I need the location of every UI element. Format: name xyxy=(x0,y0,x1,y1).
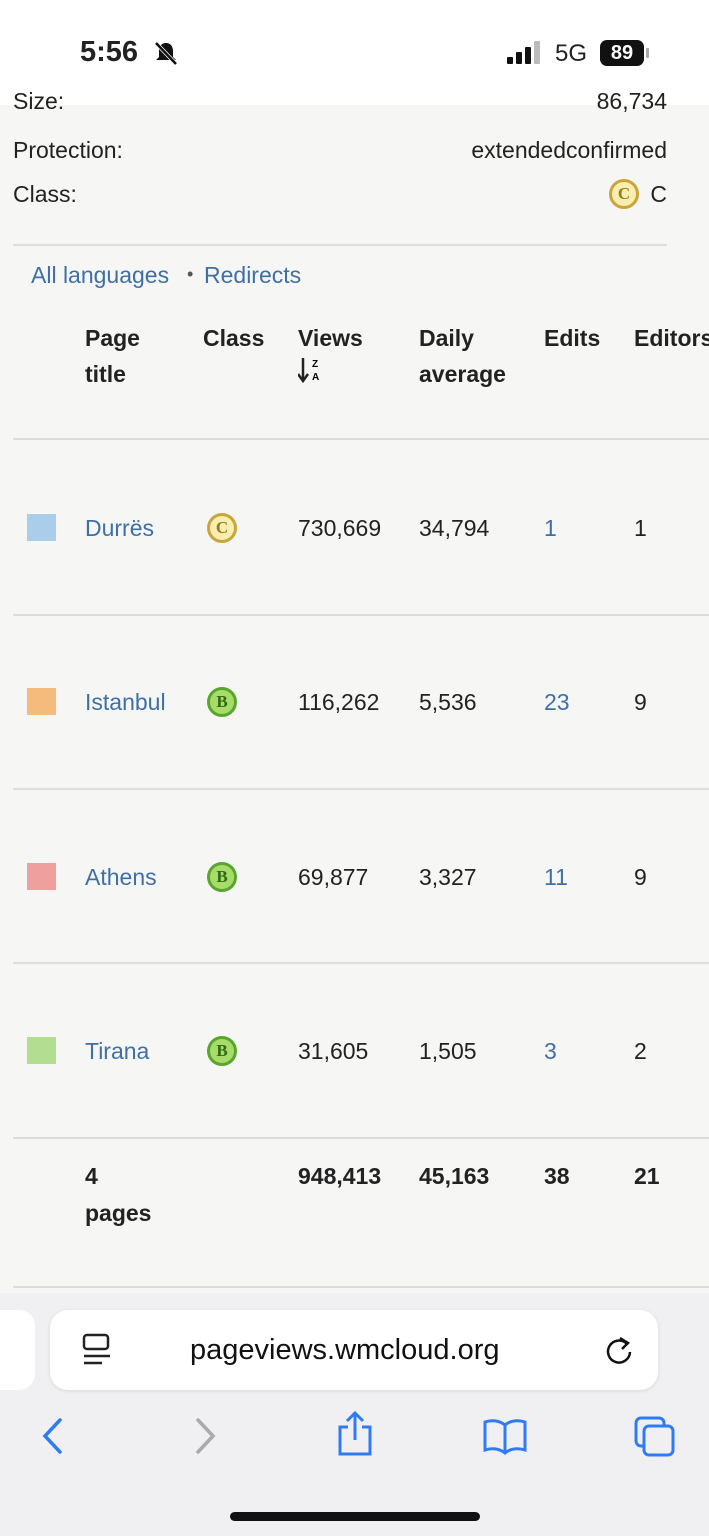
class-badge: B xyxy=(207,687,237,717)
column-header[interactable]: Daily average xyxy=(419,325,506,387)
tabs-button[interactable] xyxy=(633,1415,677,1459)
signal-icon xyxy=(507,41,540,64)
cell: 1 xyxy=(634,515,647,541)
home-indicator xyxy=(230,1512,480,1521)
cell: 2 xyxy=(634,1038,647,1064)
separator: • xyxy=(187,264,194,284)
row-divider xyxy=(13,1286,709,1288)
color-swatch xyxy=(27,1037,56,1064)
divider xyxy=(13,244,667,246)
mute-icon xyxy=(154,41,178,66)
total-cell: 948,413 xyxy=(298,1163,382,1189)
cell[interactable]: 23 xyxy=(544,689,570,715)
row-divider xyxy=(13,614,709,616)
column-header[interactable]: Page title xyxy=(85,325,140,387)
cell: 5,536 xyxy=(419,689,477,715)
row-divider xyxy=(13,962,709,964)
bookmarks-button[interactable] xyxy=(482,1417,528,1455)
all-languages-link[interactable]: All languages xyxy=(31,262,170,288)
page-link[interactable]: Durrës xyxy=(85,515,155,541)
back-button[interactable] xyxy=(40,1417,66,1455)
info-value: 86,734 xyxy=(596,88,667,114)
time: 5:56 xyxy=(80,36,139,68)
cell: 69,877 xyxy=(298,864,369,890)
share-button[interactable] xyxy=(335,1411,375,1457)
page-link[interactable]: Tirana xyxy=(85,1038,150,1064)
column-header[interactable]: Edits xyxy=(544,325,601,351)
column-header[interactable]: Views xyxy=(298,325,363,351)
cell: 9 xyxy=(634,689,647,715)
cell: 31,605 xyxy=(298,1038,369,1064)
info-label: Class: xyxy=(13,181,77,207)
cell: 1,505 xyxy=(419,1038,477,1064)
cell[interactable]: 3 xyxy=(544,1038,557,1064)
class-badge: B xyxy=(207,862,237,892)
info-value: extendedconfirmed xyxy=(471,137,667,163)
prev-tab-pill[interactable] xyxy=(0,1310,35,1390)
class-badge: C xyxy=(207,513,237,543)
svg-text:A: A xyxy=(312,372,319,383)
reader-icon[interactable] xyxy=(82,1333,112,1367)
battery: 89 xyxy=(600,40,644,66)
forward-button[interactable] xyxy=(193,1417,219,1455)
url[interactable]: pageviews.wmcloud.org xyxy=(190,1334,500,1366)
row-divider xyxy=(13,788,709,790)
info-value: C xyxy=(650,181,667,207)
total-cell: 45,163 xyxy=(419,1163,490,1189)
class-badge: C xyxy=(609,179,639,209)
svg-text:Z: Z xyxy=(312,359,318,370)
battery-tip xyxy=(646,48,649,58)
reload-icon[interactable] xyxy=(603,1334,635,1366)
redirects-link[interactable]: Redirects xyxy=(204,262,302,288)
total-cell: 4 pages xyxy=(85,1163,152,1226)
cell: 34,794 xyxy=(419,515,490,541)
info-label: Size: xyxy=(13,88,65,114)
info-label: Protection: xyxy=(13,137,123,163)
class-badge: B xyxy=(207,1036,237,1066)
row-divider xyxy=(13,438,709,440)
color-swatch xyxy=(27,863,56,890)
cell: 3,327 xyxy=(419,864,477,890)
url-bar[interactable] xyxy=(50,1310,658,1390)
color-swatch xyxy=(27,514,56,541)
cell: 9 xyxy=(634,864,647,890)
status-bar: 5:56 5G 89 xyxy=(0,0,709,105)
page-link[interactable]: Istanbul xyxy=(85,689,166,715)
cell[interactable]: 11 xyxy=(544,864,568,890)
total-cell: 21 xyxy=(634,1163,660,1189)
network: 5G xyxy=(555,40,588,67)
browser-toolbar: pageviews.wmcloud.org xyxy=(0,1293,709,1536)
color-swatch xyxy=(27,688,56,715)
page-link[interactable]: Athens xyxy=(85,864,157,890)
cell: 116,262 xyxy=(298,689,380,715)
row-divider xyxy=(13,1137,709,1139)
column-header[interactable]: Editors xyxy=(634,325,709,351)
column-header[interactable]: Class xyxy=(203,325,265,351)
cell[interactable]: 1 xyxy=(544,515,557,541)
total-cell: 38 xyxy=(544,1163,570,1189)
cell: 730,669 xyxy=(298,515,382,541)
sort-icon[interactable]: ZA xyxy=(298,356,324,384)
